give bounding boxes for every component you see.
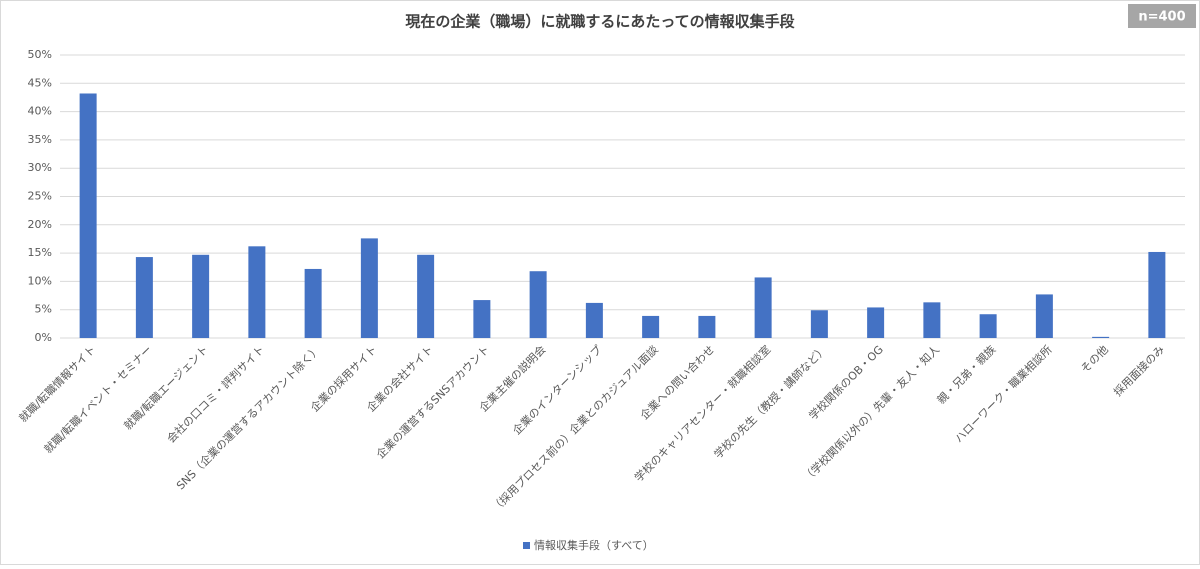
bar — [698, 315, 716, 338]
bar — [529, 271, 547, 338]
bar — [1148, 251, 1166, 338]
y-tick-label: 35% — [28, 133, 52, 146]
bar — [79, 93, 97, 338]
y-tick-label: 30% — [28, 161, 52, 174]
bar — [360, 238, 378, 338]
bar — [979, 314, 997, 338]
badge-box — [1128, 4, 1196, 28]
chart-title: 現在の企業（職場）に就職するにあたっての情報収集手段 — [405, 13, 794, 31]
y-tick-label: 45% — [28, 76, 52, 89]
y-tick-label: 0% — [35, 331, 52, 344]
bar — [473, 300, 491, 338]
y-tick-label: 50% — [28, 48, 52, 61]
bar — [304, 268, 322, 338]
y-tick-label: 40% — [28, 105, 52, 118]
bar — [867, 307, 885, 338]
bar — [754, 277, 772, 338]
bar — [417, 254, 435, 338]
bar — [923, 302, 941, 338]
bar — [1035, 294, 1053, 338]
bar — [248, 246, 266, 338]
bar — [135, 257, 153, 338]
y-tick-label: 15% — [28, 246, 52, 259]
bar — [192, 254, 210, 338]
bar — [585, 302, 603, 338]
sample-size: n=400 — [1138, 10, 1185, 25]
bar — [1092, 336, 1110, 338]
y-tick-label: 20% — [28, 218, 52, 231]
y-tick-label: 25% — [28, 190, 52, 203]
y-tick-label: 10% — [28, 274, 52, 287]
bar — [810, 310, 828, 338]
legend-label: 情報収集手段（すべて） — [534, 538, 654, 552]
legend-swatch — [523, 542, 530, 549]
bar — [642, 315, 660, 338]
y-tick-label: 5% — [35, 303, 52, 316]
